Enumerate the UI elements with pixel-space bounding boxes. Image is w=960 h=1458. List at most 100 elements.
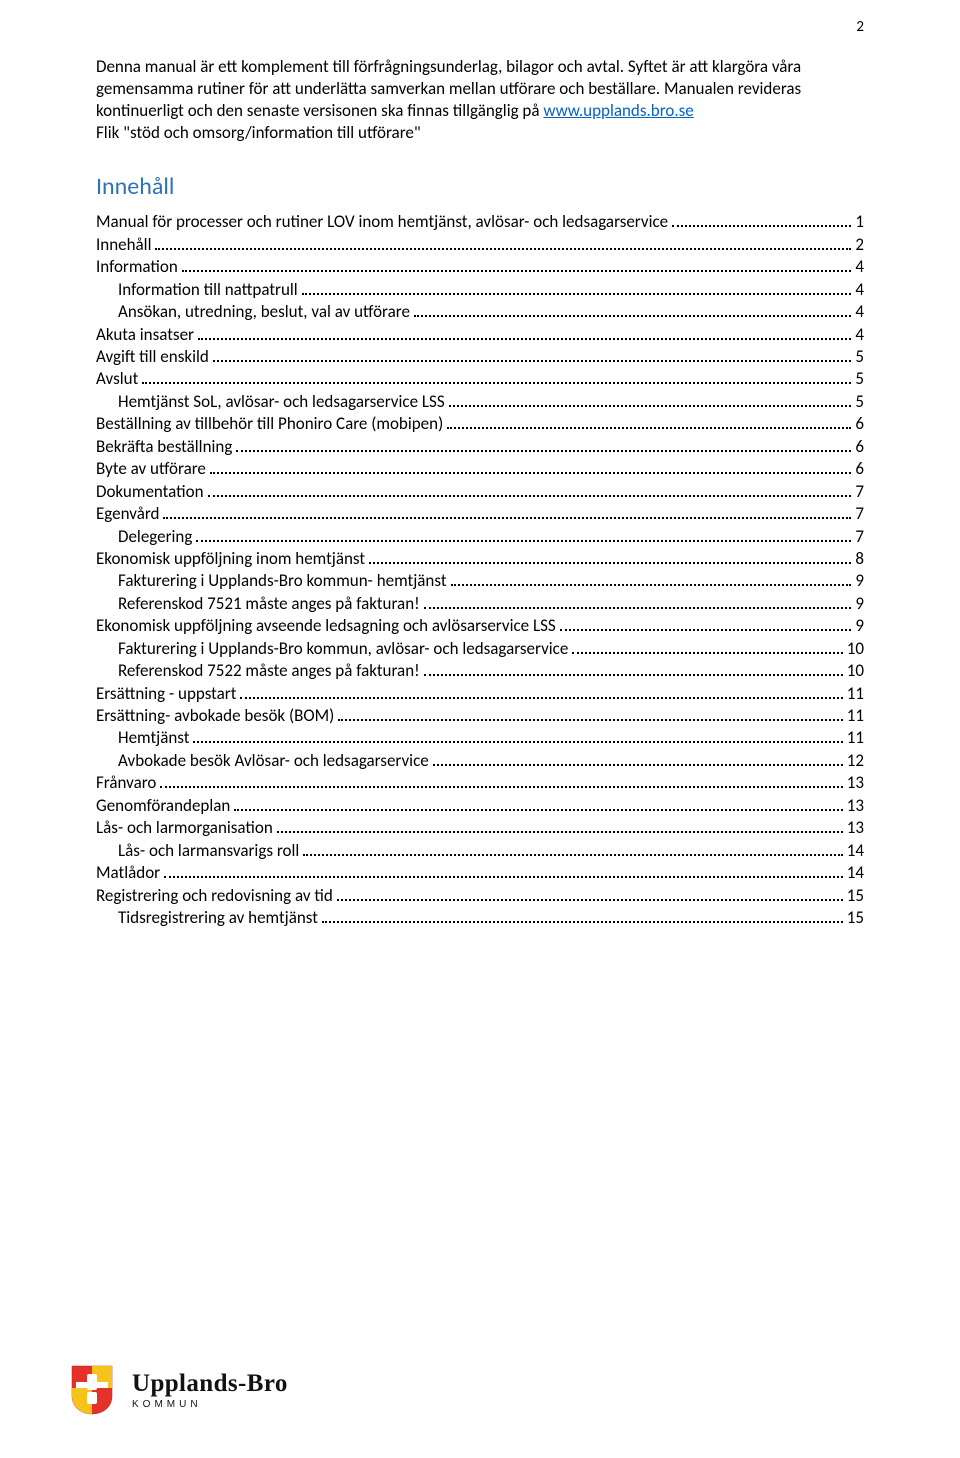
toc-entry-page: 5: [855, 368, 864, 390]
toc-entry[interactable]: Registrering och redovisning av tid 15: [96, 885, 864, 907]
toc-entry-label: Ersättning - uppstart: [96, 683, 236, 705]
toc-leader-dots: [560, 629, 852, 631]
toc-entry[interactable]: Ansökan, utredning, beslut, val av utför…: [96, 301, 864, 323]
toc-leader-dots: [424, 674, 843, 676]
toc-leader-dots: [414, 315, 851, 317]
toc-leader-dots: [198, 338, 851, 340]
toc-leader-dots: [338, 719, 842, 721]
toc-entry[interactable]: Tidsregistrering av hemtjänst 15: [96, 907, 864, 929]
toc-entry[interactable]: Hemtjänst SoL, avlösar- och ledsagarserv…: [96, 391, 864, 413]
toc-entry-label: Ersättning- avbokade besök (BOM): [96, 705, 334, 727]
footer-text: Upplands-Bro KOMMUN: [132, 1370, 288, 1410]
toc-entry[interactable]: Lås- och larmorganisation 13: [96, 817, 864, 839]
toc-entry-label: Lås- och larmorganisation: [96, 817, 273, 839]
toc-entry-page: 13: [847, 772, 864, 794]
toc-leader-dots: [234, 809, 842, 811]
toc-entry[interactable]: Avgift till enskild 5: [96, 346, 864, 368]
footer-brand-sub: KOMMUN: [132, 1399, 288, 1410]
toc-entry[interactable]: Avslut 5: [96, 368, 864, 390]
toc-entry[interactable]: Fakturering i Upplands-Bro kommun- hemtj…: [96, 570, 864, 592]
toc-entry[interactable]: Beställning av tillbehör till Phoniro Ca…: [96, 413, 864, 435]
toc-leader-dots: [182, 270, 852, 272]
toc-entry-label: Egenvård: [96, 503, 159, 525]
toc-entry[interactable]: Egenvård 7: [96, 503, 864, 525]
toc-entry[interactable]: Genomförandeplan 13: [96, 795, 864, 817]
toc-entry[interactable]: Delegering 7: [96, 526, 864, 548]
intro-paragraph: Denna manual är ett komplement till förf…: [96, 56, 864, 144]
toc-entry-page: 14: [847, 840, 864, 862]
toc-leader-dots: [142, 382, 851, 384]
toc-entry[interactable]: Bekräfta beställning 6: [96, 436, 864, 458]
toc-entry[interactable]: Lås- och larmansvarigs roll 14: [96, 840, 864, 862]
toc-entry[interactable]: Information till nattpatrull 4: [96, 279, 864, 301]
toc-entry[interactable]: Byte av utförare 6: [96, 458, 864, 480]
toc-entry-page: 7: [855, 526, 864, 548]
toc-entry-page: 10: [847, 660, 864, 682]
toc-entry-label: Akuta insatser: [96, 324, 194, 346]
toc-entry[interactable]: Ekonomisk uppföljning inom hemtjänst 8: [96, 548, 864, 570]
toc-entry-page: 13: [847, 795, 864, 817]
toc-leader-dots: [433, 764, 843, 766]
toc-entry[interactable]: Ersättning - uppstart 11: [96, 683, 864, 705]
toc-entry[interactable]: Avbokade besök Avlösar- och ledsagarserv…: [96, 750, 864, 772]
toc-entry[interactable]: Referenskod 7521 måste anges på fakturan…: [96, 593, 864, 615]
toc-entry-label: Hemtjänst SoL, avlösar- och ledsagarserv…: [118, 391, 445, 413]
toc-entry[interactable]: Manual för processer och rutiner LOV ino…: [96, 211, 864, 233]
intro-link[interactable]: www.upplands.bro.se: [543, 100, 693, 121]
toc-entry-label: Avgift till enskild: [96, 346, 209, 368]
toc-entry-page: 6: [855, 436, 864, 458]
toc-entry-page: 11: [847, 705, 864, 727]
toc-entry[interactable]: Referenskod 7522 måste anges på fakturan…: [96, 660, 864, 682]
toc-entry-page: 15: [847, 885, 864, 907]
toc-leader-dots: [196, 540, 851, 542]
toc-entry[interactable]: Akuta insatser 4: [96, 324, 864, 346]
toc-entry-page: 1: [855, 211, 864, 233]
toc-entry-label: Fakturering i Upplands-Bro kommun- hemtj…: [118, 570, 447, 592]
toc-entry-label: Referenskod 7522 måste anges på fakturan…: [118, 660, 420, 682]
toc-entry-label: Information till nattpatrull: [118, 279, 298, 301]
toc-entry-label: Byte av utförare: [96, 458, 206, 480]
toc-entry-page: 7: [855, 503, 864, 525]
toc-leader-dots: [240, 697, 842, 699]
toc-entry-page: 11: [847, 683, 864, 705]
toc-entry-page: 13: [847, 817, 864, 839]
toc-leader-dots: [572, 652, 842, 654]
toc-entry-page: 2: [855, 234, 864, 256]
toc-entry-label: Fakturering i Upplands-Bro kommun, avlös…: [118, 638, 568, 660]
toc-leader-dots: [163, 517, 851, 519]
toc-entry[interactable]: Fakturering i Upplands-Bro kommun, avlös…: [96, 638, 864, 660]
toc-entry-page: 11: [847, 727, 864, 749]
toc-entry[interactable]: Ersättning- avbokade besök (BOM) 11: [96, 705, 864, 727]
toc-leader-dots: [160, 786, 842, 788]
toc-entry[interactable]: Hemtjänst 11: [96, 727, 864, 749]
toc-leader-dots: [451, 584, 852, 586]
toc-entry[interactable]: Information 4: [96, 256, 864, 278]
toc-entry[interactable]: Matlådor 14: [96, 862, 864, 884]
toc-heading: Innehåll: [96, 172, 864, 201]
toc-leader-dots: [236, 450, 851, 452]
toc-leader-dots: [208, 495, 852, 497]
toc-entry-label: Bekräfta beställning: [96, 436, 232, 458]
toc-leader-dots: [210, 472, 851, 474]
toc-leader-dots: [337, 899, 843, 901]
toc-entry[interactable]: Dokumentation 7: [96, 481, 864, 503]
toc-entry-label: Registrering och redovisning av tid: [96, 885, 333, 907]
table-of-contents: Manual för processer och rutiner LOV ino…: [96, 211, 864, 929]
toc-entry-page: 14: [847, 862, 864, 884]
toc-entry-label: Ekonomisk uppföljning avseende ledsagnin…: [96, 615, 556, 637]
toc-entry-page: 9: [855, 615, 864, 637]
toc-entry[interactable]: Innehåll 2: [96, 234, 864, 256]
toc-entry-page: 8: [855, 548, 864, 570]
toc-leader-dots: [277, 831, 843, 833]
toc-entry-label: Innehåll: [96, 234, 151, 256]
toc-entry-label: Frånvaro: [96, 772, 156, 794]
toc-leader-dots: [447, 427, 851, 429]
toc-entry[interactable]: Frånvaro 13: [96, 772, 864, 794]
toc-leader-dots: [369, 562, 851, 564]
toc-leader-dots: [449, 405, 852, 407]
intro-text-2: Flik "stöd och omsorg/information till u…: [96, 122, 421, 143]
toc-entry-page: 4: [855, 301, 864, 323]
toc-entry-label: Hemtjänst: [118, 727, 189, 749]
toc-entry[interactable]: Ekonomisk uppföljning avseende ledsagnin…: [96, 615, 864, 637]
toc-entry-page: 4: [855, 279, 864, 301]
